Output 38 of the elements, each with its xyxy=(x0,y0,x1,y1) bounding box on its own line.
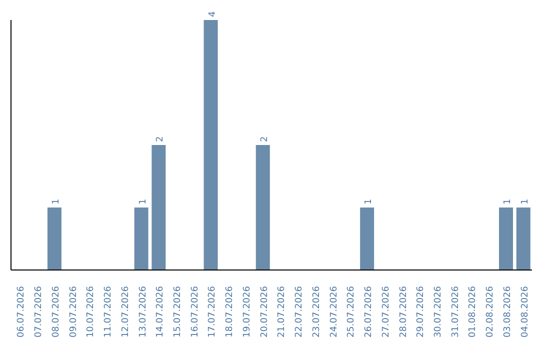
x-tick-label: 26.07.2026 xyxy=(364,286,374,338)
x-tick-label: 10.07.2026 xyxy=(86,286,96,338)
x-tick-label: 31.07.2026 xyxy=(450,286,461,338)
x-tick-label: 22.07.2026 xyxy=(294,286,305,338)
x-tick-label: 12.07.2026 xyxy=(120,286,131,338)
x-tick-label: 30.07.2026 xyxy=(433,286,444,338)
x-tick-label: 23.07.2026 xyxy=(312,286,322,338)
x-tick-label: 17.07.2026 xyxy=(208,286,218,338)
x-tick-label: 01.08.2026 xyxy=(468,286,478,338)
x-tick-label: 16.07.2026 xyxy=(190,286,200,338)
x-tick-label: 18.07.2026 xyxy=(225,286,236,338)
x-tick-label: 08.07.2026 xyxy=(51,286,62,338)
data-label: 1 xyxy=(520,198,530,204)
x-tick-label: 11.07.2026 xyxy=(104,286,114,338)
x-tick-label: 19.07.2026 xyxy=(242,286,252,338)
data-label: 2 xyxy=(156,136,166,142)
x-tick-label: 03.08.2026 xyxy=(502,286,513,338)
x-tick-label: 06.07.2026 xyxy=(16,286,27,338)
x-tick-label: 15.07.2026 xyxy=(172,286,183,338)
x-tick-label: 04.08.2026 xyxy=(520,286,530,338)
x-tick-label: 29.07.2026 xyxy=(416,286,426,338)
data-label: 1 xyxy=(138,198,148,204)
x-tick-label: 13.07.2026 xyxy=(138,286,148,338)
x-tick-label: 20.07.2026 xyxy=(260,286,270,338)
data-label: 1 xyxy=(503,198,514,204)
data-label: 4 xyxy=(208,11,218,17)
x-tick-label: 25.07.2026 xyxy=(346,286,357,338)
x-tick-label: 02.08.2026 xyxy=(486,286,496,338)
data-label: 1 xyxy=(51,198,62,204)
x-tick-label: 28.07.2026 xyxy=(398,286,409,338)
data-label: 1 xyxy=(364,198,374,204)
data-label: 2 xyxy=(260,136,270,142)
x-tick-label: 21.07.2026 xyxy=(277,286,288,338)
x-tick-label: 14.07.2026 xyxy=(156,286,166,338)
x-tick-label: 24.07.2026 xyxy=(329,286,340,338)
x-tick-label: 27.07.2026 xyxy=(381,286,392,338)
x-tick-label: 07.07.2026 xyxy=(34,286,44,338)
x-tick-label: 09.07.2026 xyxy=(68,286,79,338)
